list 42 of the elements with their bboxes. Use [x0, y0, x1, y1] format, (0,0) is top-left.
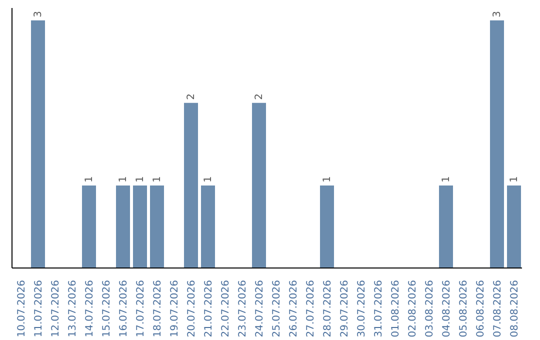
x-tick-label: 06.08.2026	[476, 280, 486, 338]
x-tick-label: 16.07.2026	[118, 280, 130, 338]
x-tick-label: 27.07.2026	[306, 280, 316, 338]
x-tick-label: 31.07.2026	[374, 280, 384, 338]
x-tick-label: 28.07.2026	[322, 280, 334, 338]
x-tick-label: 07.08.2026	[492, 280, 504, 338]
x-tick-label: 26.07.2026	[288, 280, 300, 338]
data-label: 3	[492, 11, 503, 18]
x-tick-label: 25.07.2026	[272, 280, 282, 338]
x-tick-label: 08.08.2026	[510, 280, 520, 338]
data-label: 3	[33, 11, 44, 18]
x-tick-label: 18.07.2026	[152, 280, 164, 338]
data-label: 1	[441, 176, 452, 182]
x-tick-label: 20.07.2026	[186, 280, 198, 338]
data-label: 1	[152, 176, 163, 182]
x-tick-label: 12.07.2026	[50, 280, 62, 338]
data-label: 1	[84, 176, 95, 182]
data-label: 1	[118, 176, 129, 182]
x-tick-label: 13.07.2026	[68, 280, 78, 338]
x-tick-label: 23.07.2026	[238, 280, 248, 338]
data-label: 2	[254, 94, 265, 100]
x-tick-label: 14.07.2026	[84, 280, 96, 338]
x-tick-label: 22.07.2026	[220, 280, 232, 338]
x-tick-label: 21.07.2026	[204, 280, 214, 338]
x-tick-label: 04.08.2026	[442, 280, 452, 338]
x-tick-label: 24.07.2026	[254, 280, 266, 338]
x-tick-label: 15.07.2026	[102, 280, 112, 338]
data-label: 1	[509, 176, 520, 182]
x-tick-label: 01.08.2026	[390, 280, 402, 338]
data-label: 2	[186, 94, 197, 100]
x-tick-label: 17.07.2026	[136, 280, 146, 338]
x-tick-label: 02.08.2026	[408, 280, 418, 338]
x-tick-label: 11.07.2026	[34, 280, 44, 338]
x-tick-label: 03.08.2026	[424, 280, 436, 338]
data-label: 1	[203, 176, 214, 182]
x-tick-label: 19.07.2026	[170, 280, 180, 338]
data-label: 1	[135, 176, 146, 182]
x-tick-label: 30.07.2026	[356, 280, 368, 338]
x-tick-label: 05.08.2026	[458, 280, 470, 338]
data-label: 1	[322, 176, 333, 182]
x-tick-label: 10.07.2026	[16, 280, 28, 338]
x-tick-label: 29.07.2026	[340, 280, 350, 338]
